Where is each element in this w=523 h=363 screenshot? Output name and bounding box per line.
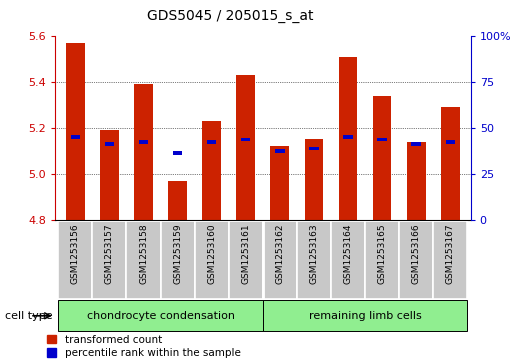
Bar [263,221,297,299]
Text: GSM1253160: GSM1253160 [207,224,216,284]
Bar [365,221,399,299]
Bar [66,43,85,220]
Text: GSM1253158: GSM1253158 [139,224,148,284]
Bar [373,96,391,220]
Bar [202,121,221,220]
Text: GSM1253167: GSM1253167 [446,224,455,284]
Bar [378,138,387,141]
Bar [105,142,114,146]
Bar [304,139,323,220]
Bar [168,181,187,220]
Text: GSM1253157: GSM1253157 [105,224,114,284]
Bar [407,142,426,220]
Bar [399,221,433,299]
Bar [263,300,467,331]
Bar [441,107,460,220]
Bar [59,221,93,299]
Bar [433,221,467,299]
Text: GSM1253159: GSM1253159 [173,224,182,284]
Text: GSM1253161: GSM1253161 [241,224,251,284]
Bar [71,135,80,139]
Bar [139,140,148,143]
Text: GSM1253164: GSM1253164 [344,224,353,284]
Bar [134,85,153,220]
Bar [127,221,161,299]
Bar [297,221,331,299]
Bar [270,146,289,220]
Text: GSM1253156: GSM1253156 [71,224,80,284]
Text: remaining limb cells: remaining limb cells [309,311,422,321]
Bar [173,151,183,155]
Bar [195,221,229,299]
Bar [446,140,455,143]
Text: GDS5045 / 205015_s_at: GDS5045 / 205015_s_at [147,9,313,23]
Text: GSM1253162: GSM1253162 [275,224,285,284]
Bar [309,147,319,150]
Bar [343,135,353,139]
Bar [338,57,357,220]
Text: GSM1253165: GSM1253165 [378,224,386,284]
Bar [236,75,255,220]
Bar [100,130,119,220]
Bar [161,221,195,299]
Bar [207,140,217,143]
Text: cell type: cell type [5,311,53,321]
Bar [59,300,263,331]
Legend: transformed count, percentile rank within the sample: transformed count, percentile rank withi… [47,335,241,358]
Bar [241,138,251,141]
Bar [275,149,285,153]
Bar [412,142,421,146]
Text: chondrocyte condensation: chondrocyte condensation [87,311,234,321]
Bar [331,221,365,299]
Bar [229,221,263,299]
Bar [93,221,127,299]
Text: GSM1253163: GSM1253163 [310,224,319,284]
Text: GSM1253166: GSM1253166 [412,224,420,284]
